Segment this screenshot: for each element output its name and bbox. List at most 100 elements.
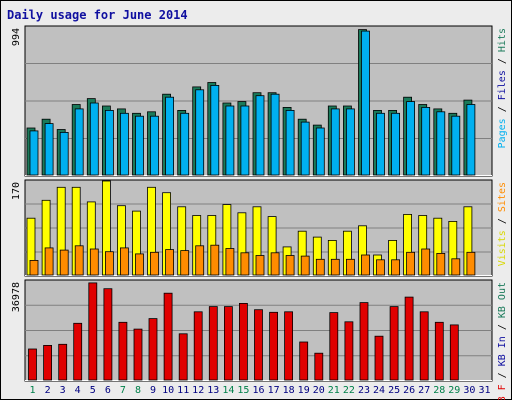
day-label-22: 22	[343, 385, 355, 396]
bar-kb-kb-f-day-24	[374, 335, 384, 381]
bar-visits-sites-day-9	[150, 251, 159, 276]
bar-visits-sites-day-11	[180, 250, 190, 276]
bar-visits-sites-day-20	[315, 258, 325, 276]
day-label-24: 24	[373, 385, 385, 396]
legend-entry: Hits	[497, 28, 508, 52]
bar-kb-kb-f-day-21	[329, 312, 339, 381]
bar-hits-files-day-20	[315, 127, 325, 176]
bar-kb-kb-f-day-5	[88, 282, 98, 381]
bar-kb-kb-f-day-27	[419, 311, 429, 381]
bar-kb-kb-f-day-29	[449, 324, 459, 381]
bar-hits-files-day-1	[29, 130, 39, 176]
bar-hits-files-day-17	[270, 93, 280, 176]
bar-kb-kb-f-day-3	[58, 343, 68, 381]
day-label-4: 4	[75, 385, 81, 396]
panel-kb: 36978 KB F / KB In / KB Out	[11, 279, 508, 400]
bar-visits-sites-day-23	[361, 254, 370, 276]
day-label-13: 13	[207, 385, 219, 396]
bar-kb-kb-f-day-19	[299, 341, 309, 381]
bar-visits-sites-day-13	[210, 244, 220, 276]
bar-visits-sites-day-5	[89, 248, 99, 276]
bar-visits-sites-day-29	[451, 258, 461, 276]
bar-kb-kb-f-day-10	[163, 292, 173, 381]
bar-visits-sites-day-1	[29, 259, 39, 276]
bar-visits-sites-day-25	[391, 259, 401, 276]
bar-visits-sites-day-30	[466, 251, 476, 276]
bar-visits-sites-day-28	[436, 252, 446, 276]
panel-hits-ymax-label: 994	[11, 28, 22, 46]
day-label-14: 14	[222, 385, 234, 396]
bar-hits-files-day-5	[89, 102, 99, 176]
bar-hits-files-day-16	[255, 95, 265, 176]
day-label-30: 30	[463, 385, 475, 396]
bar-kb-kb-f-day-20	[314, 352, 324, 381]
bar-hits-files-day-4	[74, 108, 84, 176]
bar-hits-files-day-24	[376, 112, 385, 176]
day-label-26: 26	[403, 385, 415, 396]
bar-kb-kb-f-day-11	[178, 333, 188, 381]
bar-visits-sites-day-27	[421, 248, 431, 276]
day-label-5: 5	[90, 385, 96, 396]
bar-hits-files-day-15	[240, 105, 250, 176]
bar-visits-sites-day-22	[345, 258, 355, 276]
bar-hits-files-day-13	[210, 85, 220, 176]
day-label-16: 16	[252, 385, 264, 396]
panel-visits-legend: Visits / Sites	[497, 182, 508, 266]
legend-entry: /	[497, 366, 508, 384]
bar-hits-files-day-25	[391, 112, 401, 176]
bar-visits-sites-day-4	[74, 245, 84, 276]
day-label-19: 19	[298, 385, 310, 396]
bar-kb-kb-f-day-16	[254, 309, 263, 381]
bar-visits-sites-day-14	[225, 248, 235, 276]
panel-visits-ymax-label: 170	[11, 182, 22, 200]
day-label-27: 27	[418, 385, 430, 396]
bar-kb-kb-f-day-4	[73, 322, 83, 381]
day-label-21: 21	[328, 385, 340, 396]
bar-hits-files-day-3	[59, 131, 69, 176]
day-label-11: 11	[177, 385, 189, 396]
day-label-3: 3	[60, 385, 66, 396]
bar-visits-sites-day-16	[255, 255, 265, 276]
legend-entry: KB Out	[497, 282, 508, 318]
bar-visits-sites-day-7	[120, 247, 129, 276]
bar-hits-files-day-7	[120, 112, 129, 176]
bar-hits-files-day-21	[330, 108, 340, 176]
bar-kb-kb-f-day-8	[133, 328, 143, 381]
bar-visits-sites-day-18	[285, 255, 295, 276]
bar-kb-kb-f-day-18	[284, 311, 294, 381]
day-label-17: 17	[268, 385, 280, 396]
chart-title: Daily usage for June 2014	[7, 8, 188, 22]
legend-entry: /	[497, 212, 508, 230]
panel-kb-legend: KB F / KB In / KB Out	[497, 282, 508, 400]
day-label-18: 18	[283, 385, 295, 396]
bar-hits-files-day-18	[285, 110, 295, 176]
bar-visits-sites-day-17	[270, 252, 280, 276]
bar-kb-kb-f-day-23	[359, 302, 369, 381]
bar-visits-sites-day-12	[195, 245, 205, 276]
bar-visits-sites-day-15	[240, 252, 250, 276]
day-label-6: 6	[105, 385, 111, 396]
bar-kb-kb-f-day-6	[103, 288, 113, 381]
bar-visits-sites-day-3	[59, 249, 69, 276]
bar-visits-sites-day-24	[376, 259, 385, 276]
legend-entry: Files	[497, 70, 508, 100]
bar-hits-files-day-10	[165, 96, 175, 176]
legend-entry: KB F	[497, 384, 508, 400]
day-label-28: 28	[433, 385, 445, 396]
bar-hits-files-day-19	[300, 121, 310, 176]
bar-kb-kb-f-day-1	[28, 348, 37, 381]
bar-hits-files-day-6	[105, 110, 114, 176]
bar-kb-kb-f-day-22	[344, 321, 354, 381]
bar-hits-files-day-2	[44, 123, 54, 176]
bar-hits-files-day-29	[451, 115, 461, 176]
panel-kb-ymax-label: 36978	[11, 282, 22, 312]
day-labels: 1 2 3 4 5 6 7 8 9 10 11 12 13 14 15 16 17 18 19 20 21 22 23 24 2…	[29, 385, 490, 396]
bar-visits-sites-day-26	[406, 251, 416, 276]
bar-hits-files-day-28	[436, 111, 446, 176]
bar-visits-sites-day-21	[330, 258, 340, 276]
day-label-29: 29	[448, 385, 460, 396]
day-label-8: 8	[135, 385, 141, 396]
day-label-31: 31	[478, 385, 490, 396]
day-label-15: 15	[237, 385, 249, 396]
